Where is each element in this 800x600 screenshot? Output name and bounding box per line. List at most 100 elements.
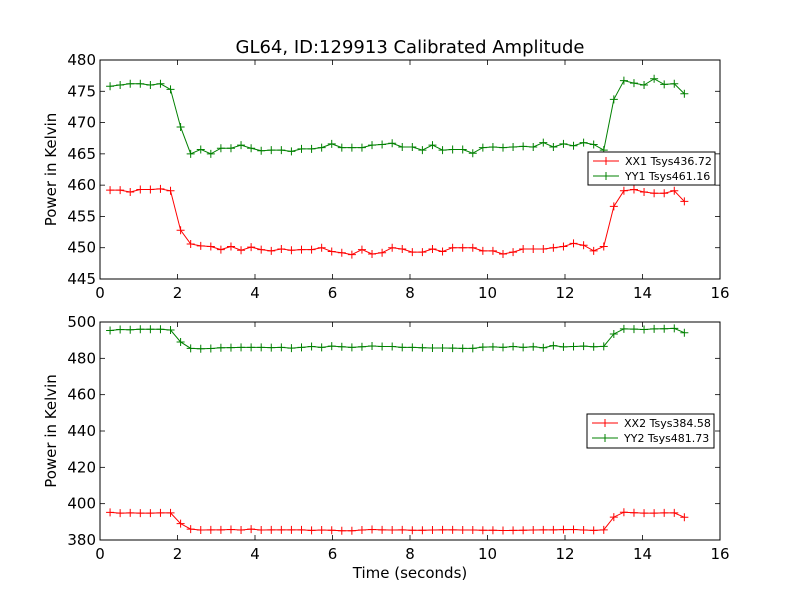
y-tick-label: 455: [67, 207, 96, 225]
data-point: [287, 147, 296, 156]
data-point: [499, 249, 507, 258]
data-point: [529, 142, 538, 151]
data-point: [569, 342, 578, 351]
data-point: [448, 525, 457, 534]
data-point: [559, 139, 568, 148]
data-point: [317, 243, 326, 252]
data-point: [176, 226, 185, 235]
data-point: [136, 185, 145, 194]
data-point: [569, 525, 578, 534]
data-point: [398, 525, 407, 534]
data-point: [388, 342, 397, 351]
x-tick-label: 16: [710, 545, 729, 563]
data-point: [156, 508, 165, 517]
data-point: [156, 184, 165, 193]
data-point: [287, 525, 296, 534]
x-tick-label: 12: [555, 284, 574, 302]
data-point: [629, 185, 638, 194]
data-point: [579, 138, 588, 147]
x-tick-label: 14: [633, 545, 652, 563]
data-point: [418, 146, 427, 155]
y-axis-label: Power in Kelvin: [42, 374, 60, 488]
data-point: [267, 146, 276, 155]
data-point: [216, 144, 225, 153]
data-point: [368, 249, 377, 258]
data-point: [307, 526, 316, 535]
data-point: [257, 343, 266, 352]
data-point: [438, 146, 447, 155]
data-point: [237, 526, 246, 535]
data-point: [287, 246, 296, 255]
data-point: [488, 526, 497, 535]
data-point: [398, 343, 407, 352]
data-point: [640, 509, 649, 518]
data-point: [670, 508, 679, 517]
data-point: [216, 343, 225, 352]
data-point: [468, 149, 477, 158]
data-point: [660, 508, 669, 517]
data-point: [186, 344, 195, 353]
data-point: [539, 525, 548, 534]
x-tick-label: 8: [405, 284, 415, 302]
chart-title: GL64, ID:129913 Calibrated Amplitude: [236, 37, 585, 58]
data-point: [257, 146, 266, 155]
data-point: [509, 342, 518, 351]
data-point: [166, 186, 175, 195]
data-point: [539, 343, 548, 352]
y-tick-label: 480: [67, 51, 96, 69]
series-line: [110, 327, 685, 350]
x-tick-label: 8: [405, 545, 415, 563]
data-point: [116, 509, 125, 518]
data-point: [297, 525, 306, 534]
data-point: [519, 244, 528, 253]
y-tick-label: 420: [67, 458, 96, 476]
data-point: [337, 526, 346, 535]
data-point: [347, 526, 356, 535]
data-point: [277, 244, 286, 253]
y-tick-label: 460: [67, 176, 96, 194]
data-point: [116, 325, 125, 334]
x-tick-label: 4: [250, 545, 260, 563]
data-point: [549, 525, 558, 534]
data-point: [619, 508, 628, 517]
data-point: [347, 143, 356, 152]
data-point: [519, 526, 528, 535]
data-point: [237, 246, 246, 255]
data-point: [297, 245, 306, 254]
data-point: [116, 186, 125, 195]
data-point: [438, 343, 447, 352]
data-point: [327, 342, 336, 351]
data-point: [388, 526, 397, 535]
chart-2: 0 2 4 6 8 10 12 14 16 380 400 420 440 460 480 500 Power …: [42, 313, 730, 582]
data-point: [337, 143, 346, 152]
data-point: [277, 146, 286, 155]
data-point: [619, 324, 628, 333]
data-point: [378, 342, 387, 351]
data-point: [226, 144, 235, 153]
data-point: [529, 526, 538, 535]
data-point: [237, 141, 246, 150]
data-point: [327, 139, 336, 148]
data-point: [347, 343, 356, 352]
data-point: [186, 149, 195, 158]
data-point: [267, 343, 276, 352]
data-point: [599, 342, 608, 351]
data-point: [126, 79, 135, 88]
data-point: [458, 243, 467, 252]
data-point: [559, 525, 568, 534]
data-point: [589, 246, 598, 255]
data-point: [629, 508, 638, 517]
data-point: [146, 509, 155, 518]
data-point: [519, 142, 528, 151]
data-point: [156, 325, 165, 334]
data-point: [579, 342, 588, 351]
data-point: [166, 325, 175, 334]
data-point: [267, 525, 276, 534]
data-point: [488, 246, 497, 255]
data-point: [478, 246, 487, 255]
data-point: [499, 343, 507, 352]
y-tick-label: 380: [67, 531, 96, 549]
data-point: [599, 525, 608, 534]
data-point: [509, 142, 518, 151]
